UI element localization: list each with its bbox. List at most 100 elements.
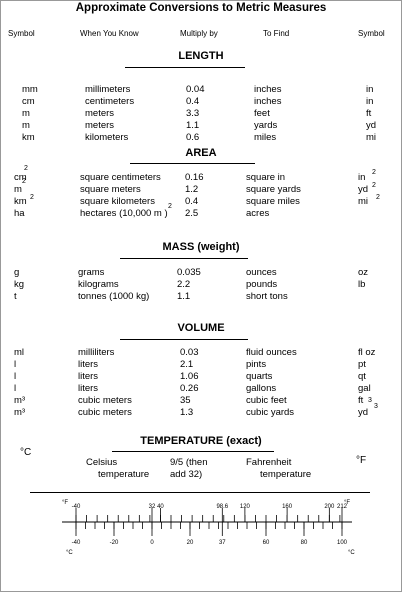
volume-sup-ft: 3 bbox=[368, 397, 372, 404]
mass-row-2-when-you-know: kilograms bbox=[78, 279, 119, 290]
volume-row-2-multiply-by: 2.1 bbox=[180, 359, 194, 370]
length-row-2-multiply-by: 0.4 bbox=[186, 96, 200, 107]
f-tick-label: 32 bbox=[149, 504, 156, 510]
section-rule-area bbox=[130, 163, 255, 164]
section-heading-length: LENGTH bbox=[178, 50, 224, 62]
volume-row-5-symbol-right: ft bbox=[358, 395, 364, 406]
header-to-find: To Find bbox=[263, 29, 290, 38]
f-tick-label: 200 bbox=[324, 504, 335, 510]
c-tick-label: 100 bbox=[337, 540, 348, 546]
area-row-2-symbol: m bbox=[14, 184, 22, 195]
area-sup-m: 2 bbox=[22, 178, 26, 185]
mass-row-1-multiply-by: 0.035 bbox=[177, 267, 201, 278]
volume-row-5-multiply-by: 35 bbox=[180, 395, 191, 406]
length-row-4-when-you-know: meters bbox=[85, 120, 115, 131]
f-tick-label: 212 bbox=[337, 504, 348, 510]
length-row-2-symbol: cm bbox=[22, 96, 35, 107]
length-row-4-symbol-right: yd bbox=[366, 120, 377, 131]
volume-row-6-symbol: m³ bbox=[14, 407, 26, 418]
volume-sup-ft-2: 3 bbox=[374, 403, 378, 410]
header-symbol-right: Symbol bbox=[358, 29, 385, 38]
c-tick-label: 37 bbox=[219, 540, 226, 546]
volume-row-6-symbol-right: yd bbox=[358, 407, 369, 418]
thermometer-scale: -40 32 40 98.6 120 160 200 212 -40 -20 0 20 37 60 80 10… bbox=[62, 500, 355, 556]
volume-row-4-symbol: l bbox=[14, 383, 17, 394]
temp-know-line2: temperature bbox=[98, 469, 150, 480]
section-heading-temperature: TEMPERATURE (exact) bbox=[140, 435, 262, 447]
area-row-1-to-find: square in bbox=[246, 172, 286, 183]
f-tick-label: 160 bbox=[282, 504, 293, 510]
area-row-3-multiply-by: 0.4 bbox=[185, 196, 199, 207]
length-row-1-to-find: inches bbox=[254, 84, 282, 95]
length-row-5-to-find: miles bbox=[254, 132, 277, 143]
mass-row-2-multiply-by: 2.2 bbox=[177, 279, 191, 290]
c-tick-label: -40 bbox=[72, 540, 81, 546]
c-tick-label: 20 bbox=[187, 540, 194, 546]
length-row-3-when-you-know: meters bbox=[85, 108, 115, 119]
area-row-1-when-you-know: square centimeters bbox=[80, 172, 161, 183]
volume-row-5-to-find: cubic feet bbox=[246, 395, 287, 406]
volume-row-4-symbol-right: gal bbox=[358, 383, 371, 394]
volume-row-6-when-you-know: cubic meters bbox=[78, 407, 132, 418]
area-row-2-symbol-right: yd bbox=[358, 184, 369, 195]
length-row-2-when-you-know: centimeters bbox=[85, 96, 135, 107]
temp-mult-line1: 9/5 (then bbox=[170, 457, 208, 468]
mass-row-1-symbol: g bbox=[14, 267, 20, 278]
mass-row-1-symbol-right: oz bbox=[358, 267, 369, 278]
section-rule-volume bbox=[120, 339, 248, 340]
area-sup-hectares: 2 bbox=[168, 203, 172, 210]
mass-row-1-to-find: ounces bbox=[246, 267, 277, 278]
volume-row-2-to-find: pints bbox=[246, 359, 267, 370]
f-tick-label: -40 bbox=[72, 504, 81, 510]
page-title: Approximate Conversions to Metric Measur… bbox=[75, 2, 327, 14]
area-row-3-when-you-know: square kilometers bbox=[80, 196, 155, 207]
length-row-1-symbol: mm bbox=[22, 84, 38, 95]
area-row-3-symbol-right: mi bbox=[358, 196, 369, 207]
volume-row-3-when-you-know: liters bbox=[78, 371, 99, 382]
length-row-1-symbol-right: in bbox=[366, 84, 374, 95]
section-rule-temperature bbox=[112, 451, 274, 452]
volume-row-5-symbol: m³ bbox=[14, 395, 26, 406]
c-tick-label: 60 bbox=[263, 540, 270, 546]
area-row-3-to-find: square miles bbox=[246, 196, 300, 207]
c-tick-label: -20 bbox=[110, 540, 119, 546]
area-row-4-symbol: ha bbox=[14, 208, 25, 219]
mass-row-3-to-find: short tons bbox=[246, 291, 288, 302]
volume-row-3-symbol: l bbox=[14, 371, 17, 382]
area-row-2-to-find: square yards bbox=[246, 184, 301, 195]
mass-row-2-symbol-right: lb bbox=[358, 279, 366, 290]
volume-row-4-to-find: gallons bbox=[246, 383, 277, 394]
length-row-3-symbol: m bbox=[22, 108, 30, 119]
volume-row-3-to-find: quarts bbox=[246, 371, 273, 382]
area-row-1-symbol-right: in bbox=[358, 172, 366, 183]
f-tick-label: 120 bbox=[240, 504, 251, 510]
length-row-2-to-find: inches bbox=[254, 96, 282, 107]
volume-row-1-symbol-right: fl oz bbox=[358, 347, 376, 358]
length-row-3-to-find: feet bbox=[254, 108, 270, 119]
length-row-1-multiply-by: 0.04 bbox=[186, 84, 205, 95]
area-row-3-symbol: km bbox=[14, 196, 27, 207]
volume-row-2-symbol-right: pt bbox=[358, 359, 366, 370]
length-row-4-multiply-by: 1.1 bbox=[186, 120, 200, 131]
area-sup-mi: 2 bbox=[376, 194, 380, 201]
temp-know-line1: Celsius bbox=[86, 457, 118, 468]
section-heading-volume: VOLUME bbox=[177, 322, 225, 334]
length-row-3-multiply-by: 3.3 bbox=[186, 108, 200, 119]
volume-row-3-multiply-by: 1.06 bbox=[180, 371, 199, 382]
header-symbol: Symbol bbox=[8, 29, 35, 38]
volume-row-6-multiply-by: 1.3 bbox=[180, 407, 194, 418]
mass-row-1-when-you-know: grams bbox=[78, 267, 105, 278]
f-unit-left: °F bbox=[62, 500, 68, 506]
header-when-you-know: When You Know bbox=[80, 29, 139, 38]
length-row-2-symbol-right: in bbox=[366, 96, 374, 107]
c-tick-label: 80 bbox=[301, 540, 308, 546]
mass-row-3-multiply-by: 1.1 bbox=[177, 291, 191, 302]
thermometer-top-line bbox=[30, 492, 370, 493]
volume-row-3-symbol-right: qt bbox=[358, 371, 366, 382]
volume-row-2-symbol: l bbox=[14, 359, 17, 370]
area-row-2-when-you-know: square meters bbox=[80, 184, 141, 195]
area-sup-km: 2 bbox=[30, 194, 34, 201]
section-heading-mass: MASS (weight) bbox=[162, 241, 240, 253]
area-row-1-symbol: cm bbox=[14, 172, 27, 183]
length-row-5-symbol-right: mi bbox=[366, 132, 377, 143]
